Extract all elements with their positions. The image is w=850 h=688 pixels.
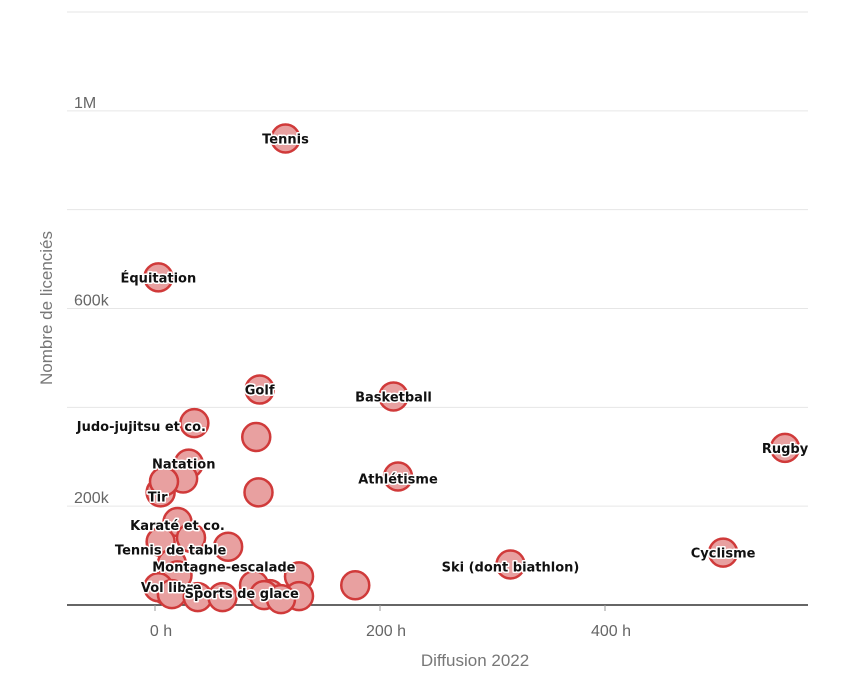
- x-tick-label: 400 h: [591, 623, 631, 640]
- point-golf[interactable]: [244, 374, 275, 405]
- point-unlabeled[interactable]: [175, 522, 207, 554]
- y-axis-tick-labels: 200k 600k 1M: [74, 95, 110, 507]
- x-axis-title: Diffusion 2022: [421, 651, 529, 670]
- x-tick-label: 200 h: [366, 623, 406, 640]
- point-rugby[interactable]: [769, 432, 801, 464]
- point-label-tir: Tir: [148, 490, 168, 505]
- point-unlabeled[interactable]: [148, 466, 180, 497]
- x-axis-ticks: 0 h 200 h 400 h: [150, 605, 631, 640]
- point-label-athletisme: Athlétisme: [358, 473, 438, 488]
- point-tennis[interactable]: [270, 123, 301, 154]
- data-point-labels: Tennis Équitation Golf Basketball Judo-jujit…: [74, 131, 810, 604]
- point-label-montagne-escalade: Montagne-escalade: [152, 560, 295, 575]
- y-tick-label: 600k: [74, 293, 110, 310]
- y-tick-label: 200k: [74, 490, 110, 507]
- point-judo-jujitsu-et-co[interactable]: [179, 407, 210, 439]
- point-label-cyclisme: Cyclisme: [691, 547, 756, 562]
- point-label-tennis: Tennis: [262, 133, 309, 148]
- point-label-vol-libre: Vol libre: [141, 581, 202, 596]
- data-points: [143, 123, 801, 615]
- point-basketball[interactable]: [378, 381, 409, 412]
- point-unlabeled[interactable]: [243, 477, 274, 508]
- gridlines: [67, 11, 808, 606]
- point-label-tennis-de-table: Tennis de table: [115, 544, 227, 559]
- point-label-golf: Golf: [245, 384, 275, 399]
- point-ski-dont-biathlon[interactable]: [495, 549, 526, 580]
- point-unlabeled[interactable]: [340, 569, 371, 601]
- point-unlabeled[interactable]: [207, 581, 238, 613]
- y-axis-title: Nombre de licenciés: [37, 231, 56, 385]
- point-unlabeled[interactable]: [241, 421, 272, 453]
- point-label-equitation: Équitation: [121, 270, 197, 286]
- point-label-karate-et-co: Karaté et co.: [130, 519, 225, 534]
- x-tick-label: 0 h: [150, 623, 172, 640]
- point-label-natation: Natation: [152, 458, 216, 473]
- point-unlabeled[interactable]: [212, 531, 244, 562]
- point-label-rugby: Rugby: [762, 442, 809, 457]
- point-label-sports-de-glace: Sports de glace: [185, 587, 299, 602]
- point-cyclisme[interactable]: [707, 537, 739, 568]
- point-athletisme[interactable]: [382, 461, 414, 492]
- point-unlabeled[interactable]: [265, 583, 297, 615]
- point-label-ski-dont-biathlon: Ski (dont biathlon): [442, 560, 580, 575]
- y-tick-label: 1M: [74, 95, 96, 112]
- point-label-judo-jujitsu-et-co: Judo-jujitsu et co.: [76, 420, 206, 435]
- point-label-basketball: Basketball: [355, 390, 432, 405]
- point-equitation[interactable]: [143, 262, 174, 293]
